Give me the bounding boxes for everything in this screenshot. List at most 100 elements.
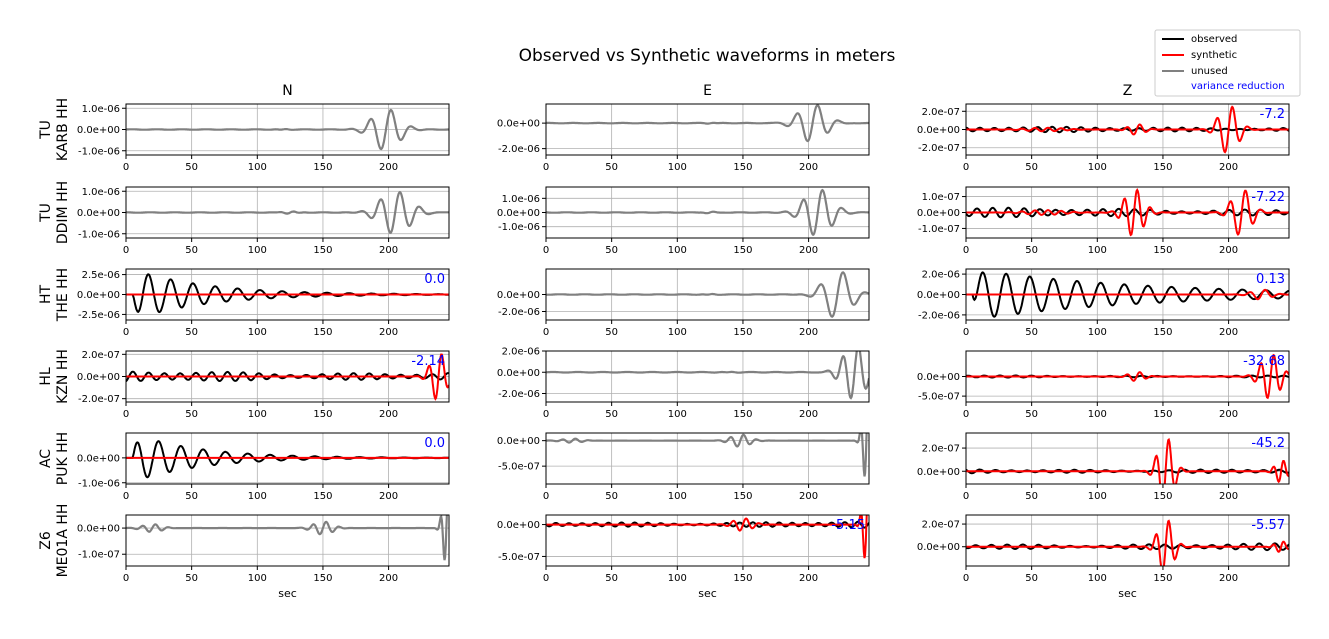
variance-reduction-value: -5.15 [831, 518, 865, 533]
x-tick-label: 50 [605, 245, 618, 256]
y-tick-label: 2.0e-06 [922, 270, 960, 281]
y-tick-label: -2.0e-07 [78, 394, 120, 405]
panel-frame [125, 350, 450, 403]
panel-background [966, 433, 1289, 484]
synthetic-trace [966, 105, 1289, 154]
x-axis-label: sec [278, 587, 297, 600]
y-tick-label: -1.0e-06 [498, 222, 540, 233]
x-tick-label: 50 [1025, 409, 1038, 420]
y-tick-label: 1.0e-06 [502, 194, 540, 205]
station-label-1: TUDDIM HH [38, 181, 71, 244]
y-tick-label: 0.0e+00 [497, 368, 540, 379]
unused-trace [546, 188, 869, 236]
synthetic-trace [966, 437, 1289, 484]
y-tick-label: 2.0e-07 [82, 350, 120, 361]
y-tick-label: -1.0e-06 [78, 478, 120, 489]
y-tick-label: 2.0e-07 [922, 107, 960, 118]
legend-synthetic-label: synthetic [1191, 50, 1237, 61]
x-tick-label: 50 [605, 409, 618, 420]
x-tick-label: 150 [313, 409, 332, 420]
station-code: KZN HH [55, 349, 71, 404]
panel-TU-Z: 0 50 100 150 200 2.0e-07 0.0e+00 -2.0e-07 -7.2 [917, 103, 1290, 173]
unused-trace [126, 108, 449, 151]
variance-reduction-value: -7.2 [1260, 107, 1285, 122]
station-label-2: HTTHE HH [38, 268, 71, 322]
network-code: TU [38, 120, 54, 140]
y-tick-label: 0.0e+00 [917, 290, 960, 301]
x-tick-label: 200 [1219, 409, 1238, 420]
x-tick-label: 100 [248, 573, 267, 584]
synthetic-trace [966, 519, 1289, 566]
y-tick-label: 2.0e-07 [922, 520, 960, 531]
x-tick-label: 50 [185, 162, 198, 173]
y-tick-label: 0.0e+00 [77, 453, 120, 464]
unused-trace [546, 433, 868, 477]
synthetic-trace [546, 515, 868, 559]
x-tick-label: 150 [1153, 573, 1172, 584]
network-code: HT [38, 285, 54, 305]
y-tick-label: 0.0e+00 [77, 372, 120, 383]
y-tick-label: 2.0e-07 [922, 444, 960, 455]
panel-HL-N: 0 50 100 150 200 2.0e-07 0.0e+00 -2.0e-07 -2.14 [77, 350, 450, 420]
y-tick-label: 0.0e+00 [917, 467, 960, 478]
y-tick-label: -1.0e-07 [918, 224, 960, 235]
panel-HT-E: 0 50 100 150 200 0.0e+00 -2.0e-06 [497, 268, 870, 338]
x-tick-label: 200 [1219, 245, 1238, 256]
x-tick-label: 150 [313, 245, 332, 256]
column-title-Z: Z [1123, 83, 1133, 99]
legend-observed-label: observed [1191, 34, 1237, 45]
y-tick-label: -1.0e-07 [78, 550, 120, 561]
x-tick-label: 100 [1088, 491, 1107, 502]
y-tick-label: 0.0e+00 [917, 208, 960, 219]
legend-unused-label: unused [1191, 66, 1228, 77]
panel-frame [125, 514, 450, 567]
x-tick-label: 100 [1088, 409, 1107, 420]
panel-traces [966, 353, 1289, 400]
y-tick-label: -1.0e-06 [78, 229, 120, 240]
y-tick-label: 0.0e+00 [497, 436, 540, 447]
panel-AC-Z: 0 50 100 150 200 2.0e-07 0.0e+00 -45.2 [917, 432, 1290, 502]
y-tick-label: 0.0e+00 [497, 119, 540, 130]
x-tick-label: 50 [1025, 491, 1038, 502]
x-tick-label: 150 [733, 162, 752, 173]
x-tick-label: 0 [543, 245, 549, 256]
x-tick-label: 150 [313, 573, 332, 584]
x-tick-label: 100 [668, 327, 687, 338]
panel-HT-N: 0 50 100 150 200 2.5e-06 0.0e+00 -2.5e-06 0.0 [77, 268, 450, 338]
x-tick-label: 50 [185, 245, 198, 256]
station-label-4: ACPUK HH [38, 432, 71, 485]
y-tick-label: -1.0e-06 [78, 146, 120, 157]
legend-variance-reduction-label: variance reduction [1191, 81, 1285, 92]
panel-frame [545, 268, 870, 321]
panel-TU-N: 0 50 100 150 200 1.0e-06 0.0e+00 -1.0e-06 [77, 103, 450, 173]
x-tick-label: 200 [799, 409, 818, 420]
panel-frame [545, 186, 870, 239]
panel-frame [125, 103, 450, 156]
y-tick-label: 0.0e+00 [917, 372, 960, 383]
y-tick-label: 0.0e+00 [497, 208, 540, 219]
x-tick-label: 50 [605, 491, 618, 502]
x-tick-label: 0 [963, 245, 969, 256]
x-tick-label: 100 [1088, 245, 1107, 256]
panel-traces [546, 515, 869, 559]
x-tick-label: 200 [1219, 573, 1238, 584]
x-tick-label: 100 [1088, 573, 1107, 584]
x-tick-label: 100 [668, 245, 687, 256]
x-tick-label: 200 [1219, 162, 1238, 173]
station-code: DDIM HH [55, 181, 71, 244]
x-tick-label: 100 [248, 409, 267, 420]
panel-TU-Z: 0 50 100 150 200 1.0e-07 0.0e+00 -1.0e-07 -7.22 [917, 186, 1290, 256]
x-tick-label: 50 [185, 573, 198, 584]
panel-traces [126, 515, 448, 561]
x-tick-label: 50 [1025, 327, 1038, 338]
panel-frame [965, 350, 1290, 403]
unused-trace [546, 351, 869, 400]
x-tick-label: 150 [1153, 162, 1172, 173]
x-tick-label: 150 [313, 327, 332, 338]
unused-trace [126, 190, 449, 234]
x-tick-label: 100 [248, 245, 267, 256]
y-tick-label: -2.0e-06 [498, 389, 540, 400]
variance-reduction-value: -2.14 [411, 354, 445, 369]
